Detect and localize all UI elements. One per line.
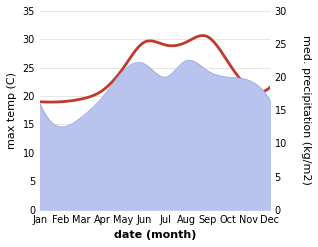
Y-axis label: max temp (C): max temp (C) xyxy=(7,72,17,149)
Y-axis label: med. precipitation (kg/m2): med. precipitation (kg/m2) xyxy=(301,35,311,185)
X-axis label: date (month): date (month) xyxy=(114,230,196,240)
